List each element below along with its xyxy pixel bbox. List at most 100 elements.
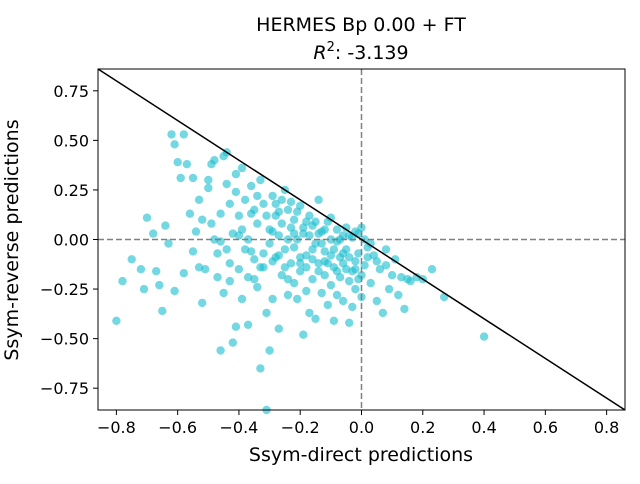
data-point [366, 278, 375, 288]
data-point [375, 265, 385, 274]
data-point [228, 338, 237, 347]
data-point [332, 237, 342, 246]
data-point [188, 173, 198, 183]
data-point [268, 227, 277, 236]
data-point [314, 195, 323, 204]
data-point [170, 140, 179, 149]
data-point [400, 304, 409, 314]
data-point [173, 158, 182, 167]
data-point [170, 286, 179, 296]
data-point [240, 195, 250, 204]
data-point [234, 265, 244, 274]
data-point [394, 290, 403, 300]
data-point [283, 205, 293, 214]
data-point [345, 253, 354, 262]
data-point [179, 269, 188, 278]
data-point [225, 199, 234, 208]
data-point [253, 191, 262, 201]
data-point [326, 251, 336, 260]
data-point [274, 207, 283, 216]
data-point [363, 253, 372, 262]
data-point [216, 237, 225, 246]
data-point [222, 245, 231, 254]
data-point [259, 199, 268, 208]
data-point [302, 286, 311, 296]
data-point [293, 294, 302, 304]
y-tick-label: 0.25 [53, 181, 89, 200]
data-point [225, 276, 234, 286]
data-point [311, 217, 320, 226]
data-point [277, 195, 286, 204]
data-point [308, 245, 317, 254]
data-point [305, 231, 314, 240]
data-point [207, 219, 216, 228]
data-point [293, 207, 302, 216]
data-point [265, 239, 274, 248]
data-point [274, 231, 283, 240]
x-tick-label: −0.8 [97, 418, 136, 437]
data-point [302, 217, 311, 226]
data-point [320, 271, 329, 280]
data-point [167, 130, 176, 139]
y-tick-label: 0.75 [53, 82, 89, 101]
data-point [314, 229, 323, 238]
data-point [320, 225, 329, 234]
data-point [204, 175, 213, 185]
data-point [308, 255, 317, 264]
data-point [387, 271, 397, 280]
data-point [247, 247, 256, 256]
data-point [142, 213, 152, 222]
data-point [250, 255, 259, 264]
x-tick-label: −0.4 [220, 418, 259, 437]
data-point [280, 263, 290, 272]
x-tick-label: 0.8 [594, 418, 619, 437]
y-tick-label: −0.75 [40, 379, 89, 398]
data-point [268, 294, 277, 304]
data-point [289, 215, 299, 224]
data-point [234, 211, 244, 220]
data-point [231, 322, 241, 331]
data-point [314, 267, 323, 276]
data-point [127, 255, 136, 264]
data-point [366, 239, 375, 248]
data-point [283, 290, 293, 300]
data-point [213, 273, 222, 282]
data-point [204, 183, 213, 193]
plot-frame [97, 68, 626, 411]
data-point [231, 169, 241, 179]
data-point [253, 219, 262, 228]
data-point [194, 263, 204, 272]
reference-lines [97, 68, 626, 411]
data-point [112, 316, 121, 325]
data-point [391, 255, 400, 264]
y-tick-label: 0.50 [53, 131, 89, 150]
data-point [155, 280, 164, 290]
data-point [302, 263, 311, 272]
data-point [338, 249, 348, 258]
scatter-points [112, 130, 489, 415]
data-point [381, 261, 391, 270]
y-axis-label: Ssym-reverse predictions [1, 119, 23, 360]
data-point [332, 267, 342, 276]
data-point [139, 284, 149, 294]
diagonal-line [97, 68, 626, 411]
data-point [299, 330, 308, 339]
y-tick-label: −0.25 [40, 280, 89, 299]
subtitle-superscript: 2 [327, 40, 335, 55]
data-point [274, 324, 283, 333]
data-point [296, 259, 305, 268]
data-point [256, 175, 265, 185]
data-point [345, 318, 354, 327]
data-point [296, 267, 305, 276]
data-point [277, 271, 286, 280]
data-point [351, 257, 360, 266]
data-point [348, 302, 357, 312]
data-point [225, 259, 234, 268]
data-point [198, 298, 207, 308]
x-tick-label: −0.6 [158, 418, 197, 437]
data-point [234, 231, 244, 240]
data-point [406, 276, 415, 286]
data-point [179, 130, 188, 139]
data-point [243, 320, 253, 329]
